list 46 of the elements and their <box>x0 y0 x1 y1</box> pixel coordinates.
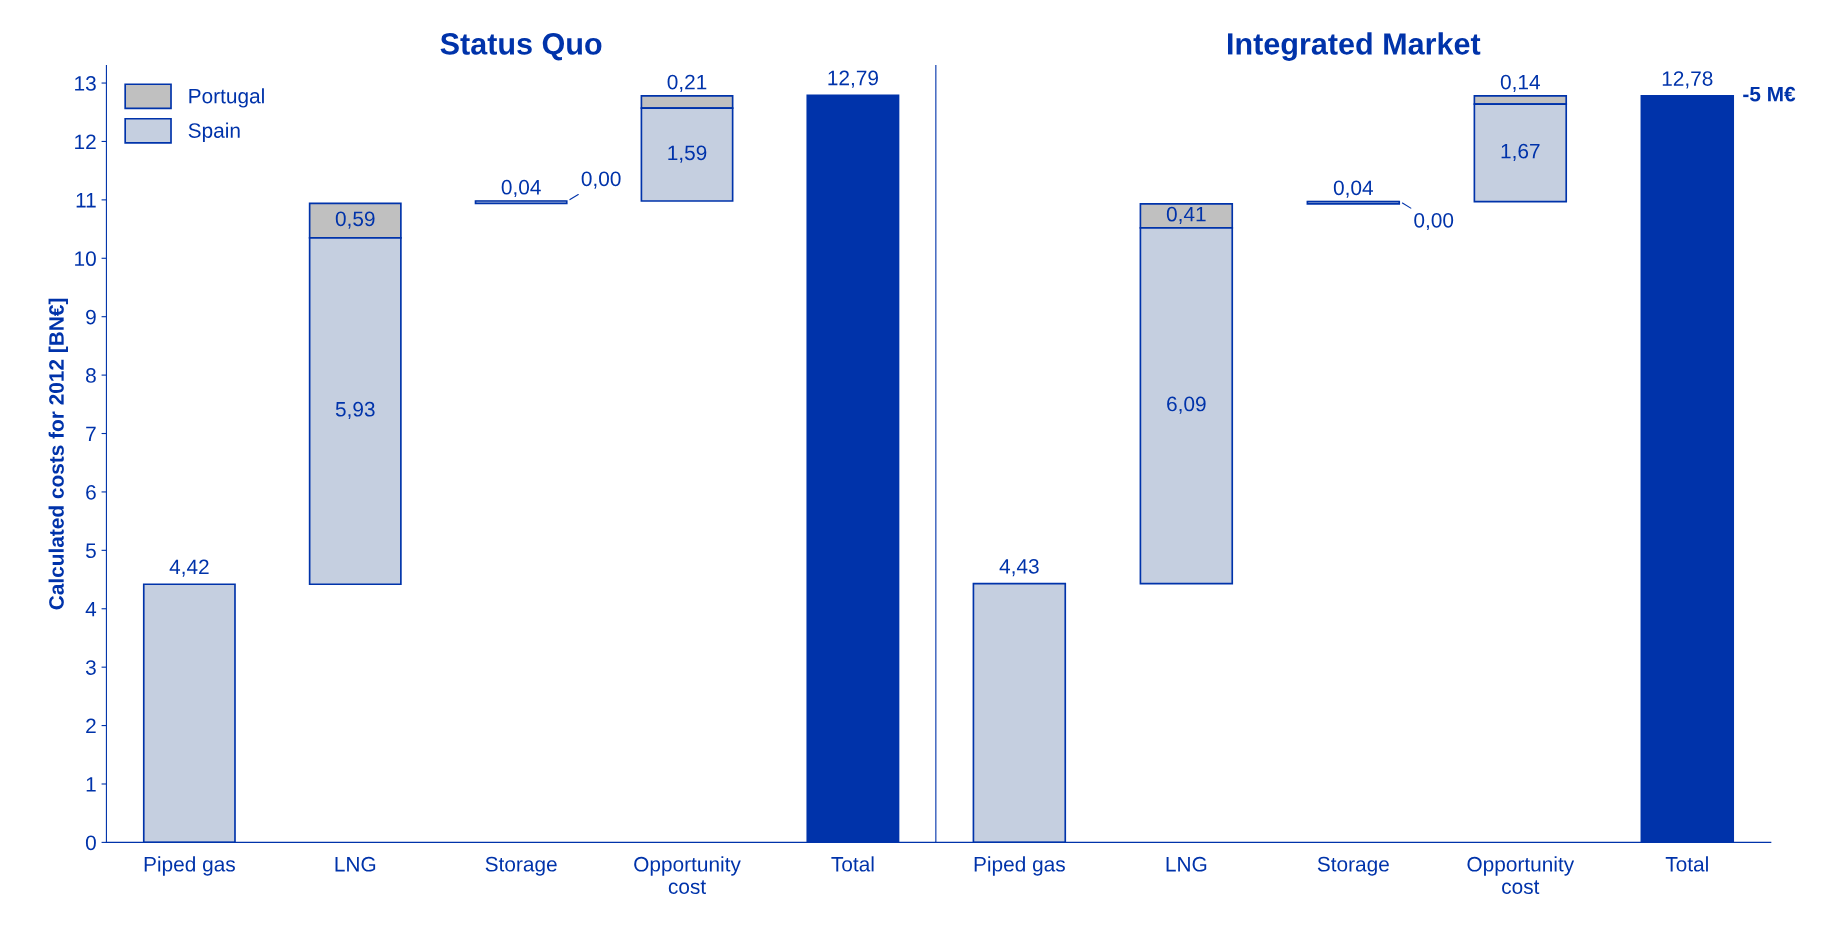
x-tick-label: Total <box>1665 856 1708 872</box>
chart-title: Status Quo <box>440 33 602 61</box>
data-label: 1,59 <box>668 145 707 163</box>
data-label: 0,41 <box>1166 206 1206 224</box>
data-label: 0,04 <box>1333 180 1373 198</box>
x-tick-label: Storage <box>1317 856 1389 876</box>
y-tick-label: 3 <box>85 660 96 675</box>
data-label: 4,42 <box>169 559 209 577</box>
x-tick-label: Total <box>831 856 874 872</box>
annotation: -5 M€ <box>1743 86 1796 102</box>
y-tick-label: 12 <box>75 134 96 149</box>
data-label: 0,14 <box>1500 74 1540 92</box>
data-label: 0,00 <box>581 171 621 189</box>
data-label: 1,67 <box>1501 143 1540 161</box>
y-tick-label: 1 <box>86 777 96 792</box>
y-tick-label: 13 <box>75 76 96 91</box>
chart-title: Integrated Market <box>1228 32 1481 61</box>
data-label: 5,93 <box>335 401 375 420</box>
legend-label: Portugal <box>189 88 264 108</box>
y-tick-label: 6 <box>86 484 96 500</box>
x-tick-label: Storage <box>485 856 557 876</box>
y-tick-label: 11 <box>76 193 96 208</box>
x-tick-label: LNG <box>1166 856 1207 872</box>
x-tick-label: Piped gas <box>144 856 235 876</box>
data-label: 0,21 <box>667 74 707 92</box>
y-tick-label: 5 <box>85 543 96 559</box>
legend-label: Spain <box>188 122 240 143</box>
x-tick-label: LNG <box>335 856 376 872</box>
y-tick-label: 2 <box>86 718 96 734</box>
y-tick-label: 0 <box>85 835 96 851</box>
y-tick-label: 7 <box>86 426 96 442</box>
x-tick-label: Opportunity cost <box>1467 856 1575 895</box>
data-label: 4,43 <box>999 558 1039 577</box>
data-label: 12,78 <box>1662 71 1713 89</box>
y-tick-label: 8 <box>86 368 96 383</box>
x-tick-label: Opportunity cost <box>634 856 741 895</box>
y-axis-title: Calculated costs for 2012 [BN€] <box>48 298 68 610</box>
data-label: 6,09 <box>1167 396 1206 414</box>
x-tick-label: Piped gas <box>974 856 1065 876</box>
data-label: 0,59 <box>335 211 375 229</box>
y-tick-label: 9 <box>86 309 96 325</box>
data-label: 12,79 <box>828 70 878 88</box>
y-tick-label: 4 <box>85 601 97 617</box>
y-tick-label: 10 <box>75 251 96 267</box>
data-label: 0,00 <box>1414 212 1454 231</box>
data-label: 0,04 <box>501 179 541 198</box>
